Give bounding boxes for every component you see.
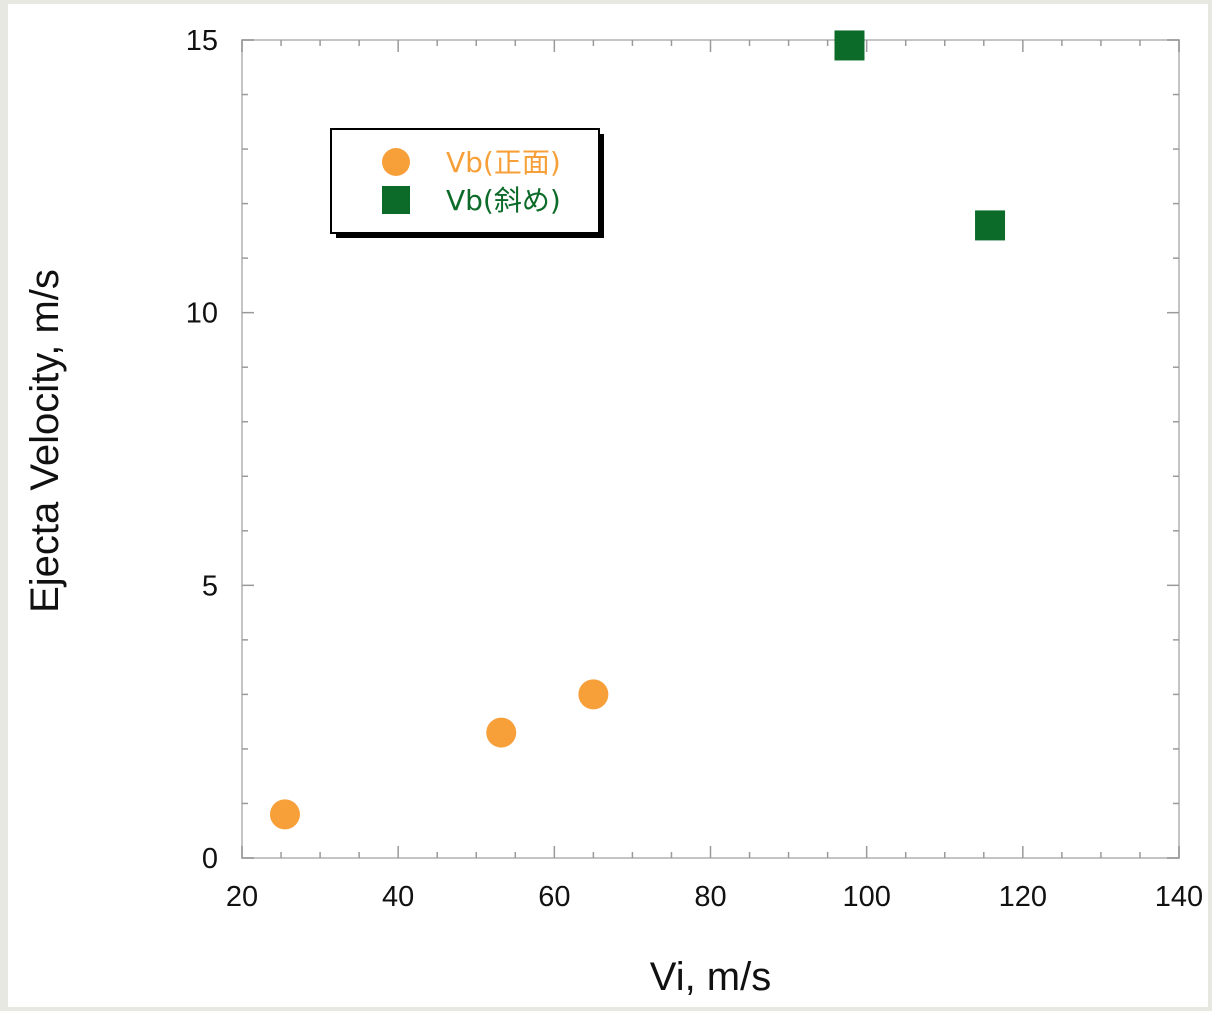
axis-ticks bbox=[241, 39, 1180, 859]
data-point-square bbox=[834, 30, 865, 61]
legend: Vb(正面) Vb(斜め) bbox=[330, 128, 604, 238]
x-tick-label: 60 bbox=[538, 881, 570, 913]
legend-box bbox=[330, 128, 600, 234]
y-tick-label: 10 bbox=[186, 298, 218, 330]
data-point-square bbox=[975, 210, 1006, 241]
x-tick-label: 140 bbox=[1155, 881, 1203, 913]
data-points bbox=[269, 30, 1006, 830]
data-point-circle bbox=[578, 679, 609, 710]
legend-label-oblique: Vb(斜め) bbox=[446, 184, 561, 217]
x-tick-label: 40 bbox=[382, 881, 414, 913]
y-axis-title: Ejecta Velocity, m/s bbox=[23, 269, 67, 613]
x-tick-label: 120 bbox=[999, 881, 1047, 913]
data-point-circle bbox=[486, 717, 517, 748]
data-point-circle bbox=[269, 799, 300, 830]
legend-label-front: Vb(正面) bbox=[446, 146, 561, 179]
x-tick-label: 100 bbox=[842, 881, 890, 913]
legend-marker-square bbox=[382, 186, 410, 214]
x-axis-title: Vi, m/s bbox=[650, 955, 772, 999]
x-tick-label: 20 bbox=[226, 881, 258, 913]
y-tick-label: 0 bbox=[202, 843, 218, 875]
x-tick-label: 80 bbox=[694, 881, 726, 913]
chart-sheet bbox=[8, 4, 1208, 1007]
y-tick-label: 15 bbox=[186, 25, 218, 57]
y-tick-label: 5 bbox=[202, 570, 218, 602]
tick-labels: 20 40 60 80 100 120 140 0 5 10 15 bbox=[186, 25, 1203, 913]
legend-marker-circle bbox=[382, 148, 410, 176]
